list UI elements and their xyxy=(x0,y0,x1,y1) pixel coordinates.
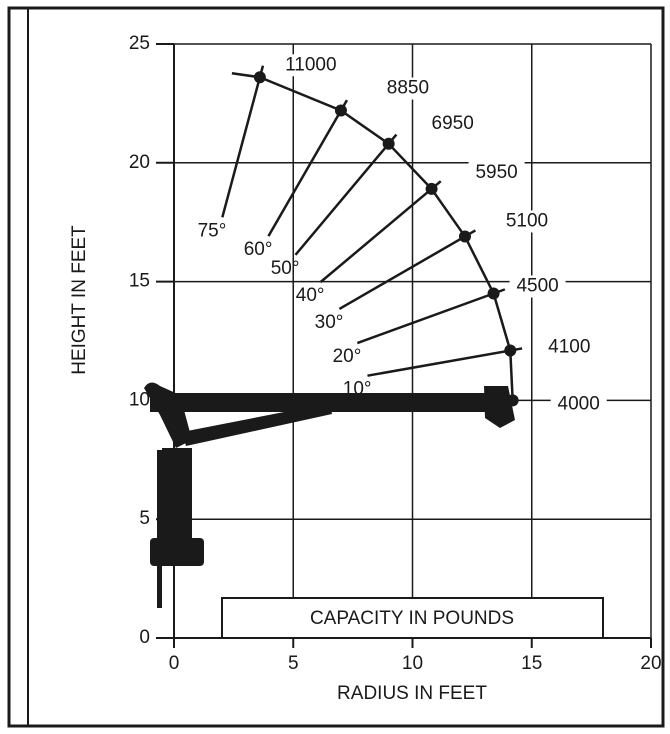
boom-tip-point xyxy=(504,345,516,357)
boom-tip-point xyxy=(507,394,519,406)
angle-label: 75° xyxy=(198,220,227,241)
y-axis-title: HEIGHT IN FEET xyxy=(69,225,90,375)
angle-label: 50° xyxy=(271,258,300,279)
x-tick-label: 10 xyxy=(402,653,423,674)
y-tick-label: 25 xyxy=(129,33,150,54)
capacity-label: 4100 xyxy=(548,337,590,358)
x-axis-title: RADIUS IN FEET xyxy=(337,683,487,704)
y-tick-label: 5 xyxy=(139,508,150,529)
boom-tip-point xyxy=(459,230,471,242)
post xyxy=(157,450,162,608)
angle-label: 30° xyxy=(315,312,344,333)
boom-tip-point xyxy=(426,183,438,195)
boom-tip-point xyxy=(488,287,500,299)
x-tick-label: 5 xyxy=(288,653,299,674)
y-tick-label: 10 xyxy=(129,389,150,410)
capacity-label: 5950 xyxy=(475,162,517,183)
x-tick-label: 20 xyxy=(640,653,661,674)
legend-title: CAPACITY IN POUNDS xyxy=(310,608,514,629)
angle-label: 60° xyxy=(244,239,273,260)
chart: CAPACITY IN POUNDS RADIUS IN FEET HEIGHT… xyxy=(0,0,670,734)
capacity-label: 4000 xyxy=(558,393,600,414)
angle-label: 40° xyxy=(296,285,325,306)
boom-tip-point xyxy=(335,105,347,117)
angle-label: 10° xyxy=(343,379,372,400)
angle-label: 20° xyxy=(333,346,362,367)
capacity-label: 4500 xyxy=(516,275,558,296)
boom-tip-point xyxy=(254,71,266,83)
capacity-label: 5100 xyxy=(506,210,548,231)
x-tick-label: 0 xyxy=(169,653,180,674)
y-tick-label: 0 xyxy=(139,627,150,648)
boom-tip-point xyxy=(383,138,395,150)
capacity-label: 11000 xyxy=(285,54,336,75)
y-tick-label: 20 xyxy=(129,152,150,173)
capacity-label: 6950 xyxy=(432,113,474,134)
capacity-label: 8850 xyxy=(387,78,429,99)
x-tick-label: 15 xyxy=(521,653,542,674)
y-tick-label: 15 xyxy=(129,271,150,292)
